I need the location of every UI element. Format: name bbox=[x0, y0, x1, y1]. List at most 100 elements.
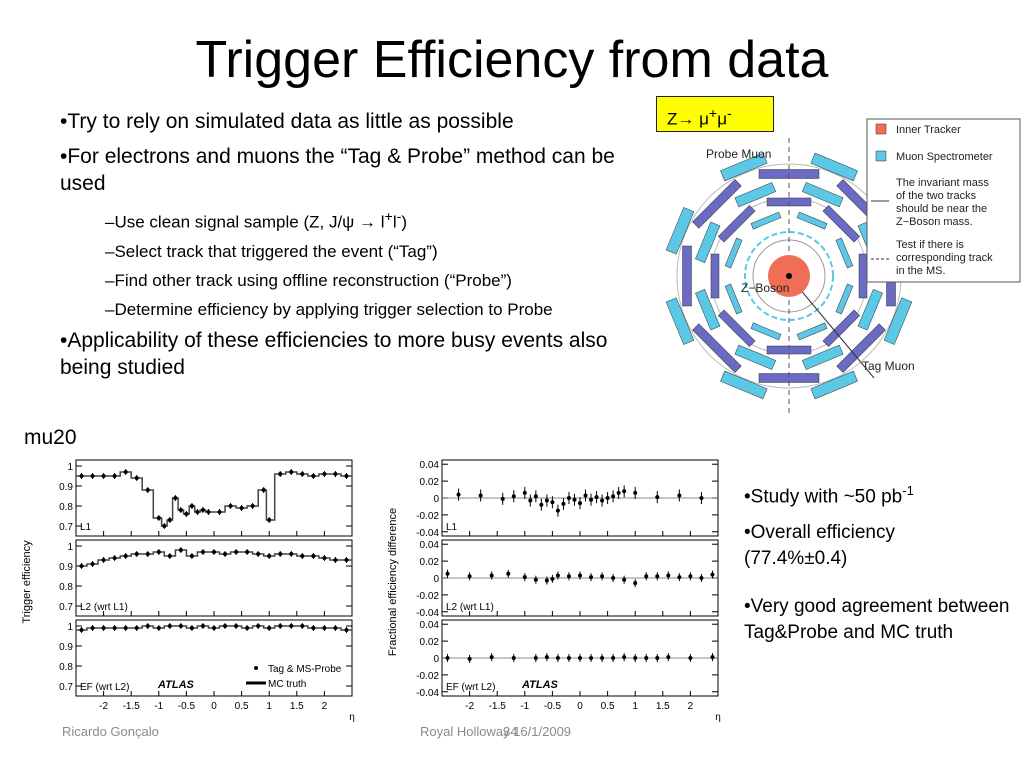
atlas-watermark: ATLAS bbox=[521, 679, 559, 691]
bullet-text: For electrons and muons the “Tag & Probe… bbox=[60, 145, 615, 195]
data-point bbox=[522, 490, 527, 495]
data-point bbox=[234, 624, 239, 628]
data-point bbox=[655, 495, 660, 500]
data-point bbox=[162, 524, 167, 528]
panel-label: L2 (wrt L1) bbox=[446, 602, 494, 613]
data-point bbox=[544, 655, 549, 660]
y-tick-label: 0.8 bbox=[59, 582, 73, 593]
data-point bbox=[644, 656, 649, 660]
data-point bbox=[489, 655, 494, 660]
data-point bbox=[533, 656, 538, 660]
x-axis-label: η bbox=[349, 712, 355, 723]
arrow-symbol: → l bbox=[354, 212, 385, 232]
data-point bbox=[217, 510, 222, 514]
closing-paren: ) bbox=[401, 212, 407, 232]
ms-inner-chamber bbox=[724, 237, 743, 269]
data-point bbox=[445, 656, 450, 660]
data-point bbox=[267, 554, 272, 558]
data-point bbox=[688, 574, 693, 579]
y-tick-label: 0.7 bbox=[59, 602, 73, 613]
barrel-middle-chamber bbox=[858, 253, 868, 299]
data-point bbox=[123, 626, 128, 630]
footer-venue: Royal Holloway 16/1/2009 bbox=[420, 724, 572, 739]
data-point bbox=[256, 552, 261, 556]
z-arrow-text: Z→ bbox=[667, 109, 700, 129]
data-point bbox=[278, 472, 283, 476]
bullet-text: Applicability of these efficiencies to m… bbox=[60, 328, 608, 379]
x-tick-label: 1 bbox=[266, 701, 272, 712]
data-point bbox=[311, 554, 316, 558]
ms-inner-chamber bbox=[796, 211, 828, 230]
panel-label: EF (wrt L2) bbox=[80, 682, 129, 693]
data-point bbox=[311, 474, 316, 478]
x-tick-label: 1.5 bbox=[290, 701, 304, 712]
data-point bbox=[123, 470, 128, 474]
superscript-plus: + bbox=[384, 209, 393, 225]
data-point bbox=[123, 554, 128, 558]
y-tick-label: 0.02 bbox=[420, 637, 440, 648]
data-point bbox=[644, 574, 649, 579]
panel-label: EF (wrt L2) bbox=[446, 682, 495, 693]
data-point bbox=[239, 506, 244, 510]
x-tick-label: -1.5 bbox=[123, 701, 141, 712]
detector-diagram: Z−Boson Probe Muon Tag Muon Inner Tracke… bbox=[665, 118, 1021, 416]
data-point bbox=[234, 550, 239, 554]
y-tick-label: -0.02 bbox=[416, 671, 439, 682]
y-tick-label: 1 bbox=[67, 462, 73, 473]
y-axis-label: Trigger efficiency bbox=[21, 540, 33, 624]
mc-truth-histogram bbox=[76, 471, 352, 527]
data-point bbox=[655, 574, 660, 579]
subbullet-probe: –Find other track using offline reconstr… bbox=[105, 270, 512, 290]
data-point bbox=[589, 497, 594, 502]
subbullet-tag: –Select track that triggered the event (… bbox=[105, 241, 438, 261]
x-tick-label: -2 bbox=[465, 701, 474, 712]
bullet-simulated-data: •Try to rely on simulated data as little… bbox=[60, 110, 514, 133]
ms-middle-chamber bbox=[734, 182, 777, 208]
data-point bbox=[145, 488, 150, 492]
y-tick-label: 0.8 bbox=[59, 662, 73, 673]
legend-marker-data bbox=[254, 666, 258, 670]
bullet-text: Overall efficiency bbox=[750, 522, 895, 544]
bullet-tag-probe: •For electrons and muons the “Tag & Prob… bbox=[60, 145, 615, 195]
y-tick-label: 0.9 bbox=[59, 562, 73, 573]
ms-outer-chamber bbox=[810, 370, 858, 400]
ms-inner-chamber bbox=[750, 322, 782, 341]
data-point bbox=[300, 624, 305, 628]
data-point bbox=[79, 564, 84, 568]
superscript-inverse: -1 bbox=[902, 483, 914, 498]
data-point bbox=[522, 575, 527, 580]
results-bullet-list: •Study with ~50 pb-1 •Overall efficiency… bbox=[744, 478, 1014, 656]
data-point bbox=[200, 508, 205, 512]
y-tick-label: -0.04 bbox=[416, 528, 439, 539]
atlas-watermark: ATLAS bbox=[157, 679, 195, 691]
data-point bbox=[101, 558, 106, 562]
x-tick-label: 1.5 bbox=[656, 701, 670, 712]
data-point bbox=[289, 624, 294, 628]
data-point bbox=[173, 496, 178, 500]
diagram-legend bbox=[866, 118, 1021, 283]
data-point bbox=[539, 502, 544, 507]
y-tick-label: 0.04 bbox=[420, 540, 440, 551]
y-tick-label: 0.7 bbox=[59, 522, 73, 533]
tag-muon-label: Tag Muon bbox=[862, 359, 915, 373]
x-tick-label: 0 bbox=[577, 701, 583, 712]
data-point bbox=[245, 550, 250, 554]
panel-label: L1 bbox=[80, 522, 92, 533]
data-point bbox=[178, 548, 183, 552]
ms-middle-chamber bbox=[857, 288, 883, 331]
data-point bbox=[710, 572, 715, 577]
data-point bbox=[605, 496, 610, 500]
bullet-agreement: •Very good agreement between Tag&Probe a… bbox=[744, 596, 1010, 644]
x-tick-label: 2 bbox=[688, 701, 694, 712]
panel-label: L2 (wrt L1) bbox=[80, 602, 128, 613]
data-point bbox=[333, 626, 338, 630]
data-point bbox=[467, 656, 472, 661]
barrel-middle-chamber bbox=[717, 309, 756, 348]
barrel-outer-chamber bbox=[692, 179, 742, 229]
data-point bbox=[489, 573, 494, 578]
data-point bbox=[611, 494, 616, 499]
ms-middle-chamber bbox=[695, 288, 721, 331]
y-tick-label: 0.04 bbox=[420, 460, 440, 471]
data-point bbox=[178, 624, 183, 628]
y-tick-label: -0.02 bbox=[416, 511, 439, 522]
